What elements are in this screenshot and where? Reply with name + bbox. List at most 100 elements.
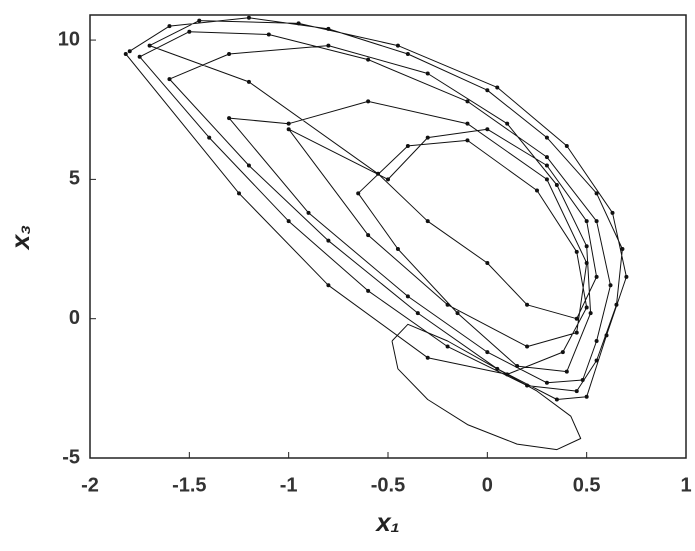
point	[535, 188, 539, 193]
point	[395, 43, 400, 48]
point	[584, 394, 589, 399]
point	[610, 210, 615, 215]
point	[594, 191, 599, 196]
point	[326, 238, 331, 243]
y-tick-label: -5	[62, 446, 80, 468]
point	[326, 43, 331, 48]
point	[445, 344, 450, 349]
point	[266, 32, 271, 37]
point	[624, 274, 629, 279]
point	[465, 138, 470, 143]
point	[405, 294, 410, 299]
point	[366, 57, 371, 62]
x-tick-label: 0	[482, 474, 493, 496]
point	[574, 316, 579, 321]
point	[515, 364, 520, 369]
point	[554, 397, 559, 402]
point	[525, 302, 530, 307]
point	[227, 52, 232, 57]
point	[465, 121, 470, 126]
x-tick-label: -1	[280, 474, 298, 496]
y-tick-label: 10	[58, 28, 80, 50]
point	[326, 26, 331, 31]
point	[246, 163, 251, 168]
point	[246, 79, 251, 84]
point	[167, 77, 172, 82]
point	[485, 127, 490, 132]
point	[137, 54, 142, 59]
point	[584, 219, 589, 224]
point	[167, 24, 172, 29]
point	[465, 99, 470, 104]
point	[455, 311, 460, 316]
point	[505, 121, 510, 126]
point	[525, 344, 530, 349]
point	[485, 88, 490, 93]
y-tick-label: 5	[69, 168, 80, 190]
point	[608, 283, 613, 288]
point	[286, 121, 291, 126]
point	[207, 135, 212, 140]
point	[485, 350, 490, 355]
point	[123, 52, 128, 57]
point	[495, 85, 500, 90]
point	[197, 18, 202, 23]
point	[588, 311, 593, 316]
point	[620, 247, 625, 252]
point	[366, 288, 371, 293]
point	[237, 191, 241, 196]
trajectory	[391, 323, 582, 451]
point	[296, 21, 301, 26]
point	[574, 330, 579, 335]
point	[544, 135, 549, 140]
point	[425, 135, 430, 140]
point	[604, 333, 609, 338]
point	[395, 247, 400, 252]
point	[564, 369, 569, 374]
point	[366, 233, 371, 238]
point	[560, 350, 565, 355]
x-axis-label: x₁	[374, 507, 400, 537]
point	[306, 210, 311, 215]
point	[584, 244, 589, 249]
point	[127, 49, 132, 54]
plot-area	[89, 14, 687, 459]
x-tick-label: 1	[680, 474, 691, 496]
point	[246, 15, 251, 20]
y-tick-label: 0	[69, 307, 80, 329]
point	[425, 219, 430, 224]
point	[227, 116, 232, 121]
point	[405, 52, 410, 57]
point	[574, 389, 579, 394]
point	[366, 99, 371, 104]
point	[594, 219, 599, 224]
x-tick-label: -1.5	[172, 474, 206, 496]
point	[554, 182, 559, 187]
point	[445, 302, 450, 307]
point	[544, 155, 549, 160]
x-tick-label: -2	[81, 474, 99, 496]
point	[594, 338, 599, 343]
y-axis-label: x₃	[5, 225, 35, 252]
point	[544, 163, 549, 168]
point	[584, 305, 589, 310]
x-tick-label: 0.5	[573, 474, 601, 496]
point	[614, 302, 619, 307]
point	[286, 127, 291, 132]
point	[574, 249, 579, 254]
point	[425, 71, 430, 76]
point	[376, 171, 381, 176]
point	[415, 311, 420, 316]
point	[485, 260, 490, 265]
point	[594, 358, 599, 363]
point	[286, 219, 291, 224]
point	[405, 143, 410, 148]
point	[187, 29, 192, 34]
point	[594, 274, 599, 279]
point	[326, 283, 331, 288]
point	[356, 191, 361, 196]
point	[580, 377, 585, 382]
x-tick-label: -0.5	[371, 474, 405, 496]
point	[544, 177, 549, 182]
